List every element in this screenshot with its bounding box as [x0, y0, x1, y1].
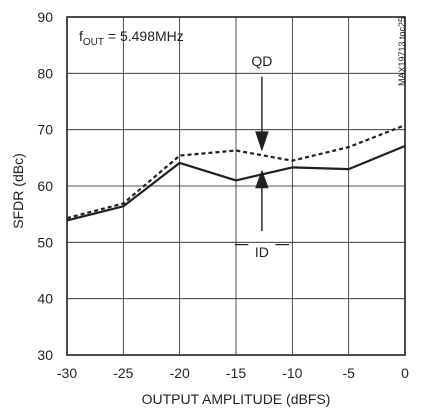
x-tick-label: -5 [342, 365, 355, 381]
plot-frame [66, 16, 406, 356]
series-arrows [234, 76, 289, 246]
id-arrowhead [255, 169, 269, 189]
x-tick-label: 0 [401, 365, 409, 381]
x-tick-label: -15 [226, 365, 246, 381]
y-tick-label: 50 [37, 234, 53, 250]
y-tick-label: 80 [37, 65, 53, 81]
part-number-watermark: MAX19713 toc25 [397, 17, 407, 86]
y-tick-label: 40 [37, 291, 53, 307]
series-line-id [66, 144, 406, 222]
x-tick-label: -20 [170, 365, 190, 381]
x-tick-label: -30 [57, 365, 77, 381]
qd-series-label: QD [251, 53, 272, 69]
y-tick-labels: 30 40 50 60 70 80 90 [37, 9, 53, 363]
qd-arrowhead [255, 131, 269, 152]
x-axis-title: OUTPUT AMPLITUDE (dBFS) [142, 391, 331, 407]
frequency-annotation: fOUT = 5.498MHz [79, 28, 184, 48]
x-tick-labels: -30 -25 -20 -15 -10 -5 0 [57, 365, 409, 381]
id-series-label: ID [255, 244, 269, 260]
x-tick-label: -10 [282, 365, 302, 381]
y-tick-label: 90 [37, 9, 53, 25]
x-tick-label: -25 [113, 365, 133, 381]
grid-lines [66, 16, 406, 356]
y-axis-title: SFDR (dBc) [10, 153, 26, 228]
y-tick-label: 70 [37, 122, 53, 138]
y-tick-label: 30 [37, 347, 53, 363]
series-line-qd [66, 124, 406, 220]
y-tick-label: 60 [37, 178, 53, 194]
series-lines [66, 124, 406, 222]
